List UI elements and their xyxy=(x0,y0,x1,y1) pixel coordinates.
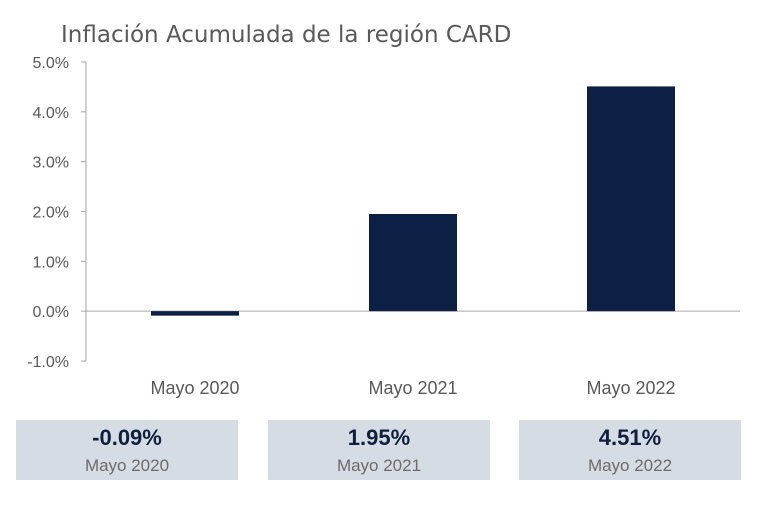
bar-chart: 5.0% 4.0% 3.0% 2.0% 1.0% 0.0% -1.0% Mayo 2020 Ma… xyxy=(27,55,740,398)
summary-label: Mayo 2020 xyxy=(84,456,170,475)
y-tick-label: 1.0% xyxy=(33,254,69,271)
summary-label: Mayo 2021 xyxy=(336,456,422,475)
y-tick-label: 0.0% xyxy=(33,304,69,321)
summary-card-2020: -0.09% Mayo 2020 xyxy=(16,420,238,480)
x-category-label: Mayo 2020 xyxy=(150,378,239,398)
bar-mayo-2020 xyxy=(151,311,239,316)
summary-card-2021: 1.95% Mayo 2021 xyxy=(268,420,490,480)
summary-label: Mayo 2022 xyxy=(587,456,673,475)
y-tick-label: -1.0% xyxy=(27,354,69,371)
summary-value: -0.09% xyxy=(92,425,162,450)
summary-value: 1.95% xyxy=(347,425,411,450)
y-tick-label: 4.0% xyxy=(33,105,69,122)
y-tick-label: 2.0% xyxy=(33,205,69,222)
x-category-label: Mayo 2022 xyxy=(586,378,675,398)
chart-title: Inflación Acumulada de la región CARD xyxy=(61,22,512,48)
bar-mayo-2021 xyxy=(369,213,457,312)
bar-mayo-2022 xyxy=(587,86,675,312)
y-tick-label: 3.0% xyxy=(33,155,69,172)
x-category-label: Mayo 2021 xyxy=(368,378,457,398)
summary-value: 4.51% xyxy=(598,425,662,450)
y-tick-label: 5.0% xyxy=(33,55,69,72)
summary-card-2022: 4.51% Mayo 2022 xyxy=(519,420,741,480)
